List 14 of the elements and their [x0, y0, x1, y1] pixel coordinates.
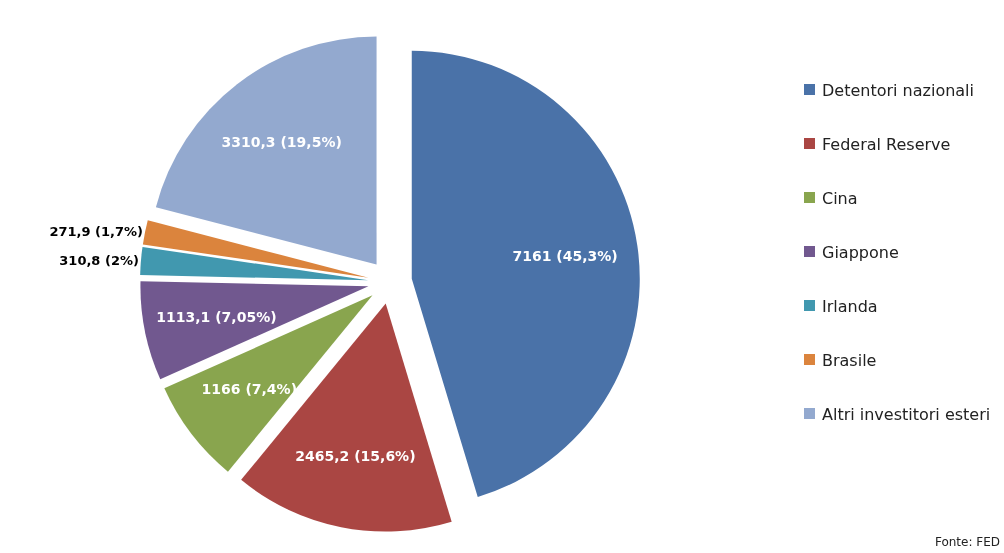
- data-label: 1113,1 (7,05%): [156, 308, 277, 325]
- data-label: 310,8 (2%): [59, 253, 139, 269]
- legend-label: Cina: [822, 188, 858, 208]
- legend-label: Federal Reserve: [822, 134, 951, 154]
- legend-label: Irlanda: [822, 296, 878, 316]
- data-label: 2465,2 (15,6%): [295, 447, 416, 464]
- source-note: Fonte: FED: [934, 535, 1000, 549]
- legend-label: Altri investitori esteri: [822, 404, 991, 424]
- legend-label: Giappone: [822, 242, 899, 262]
- legend-label: Detentori nazionali: [822, 80, 975, 100]
- data-label: 271,9 (1,7%): [49, 224, 144, 240]
- data-label: 3310,3 (19,5%): [221, 133, 342, 150]
- data-label: 7161 (45,3%): [512, 248, 618, 265]
- legend-label: Brasile: [822, 350, 877, 370]
